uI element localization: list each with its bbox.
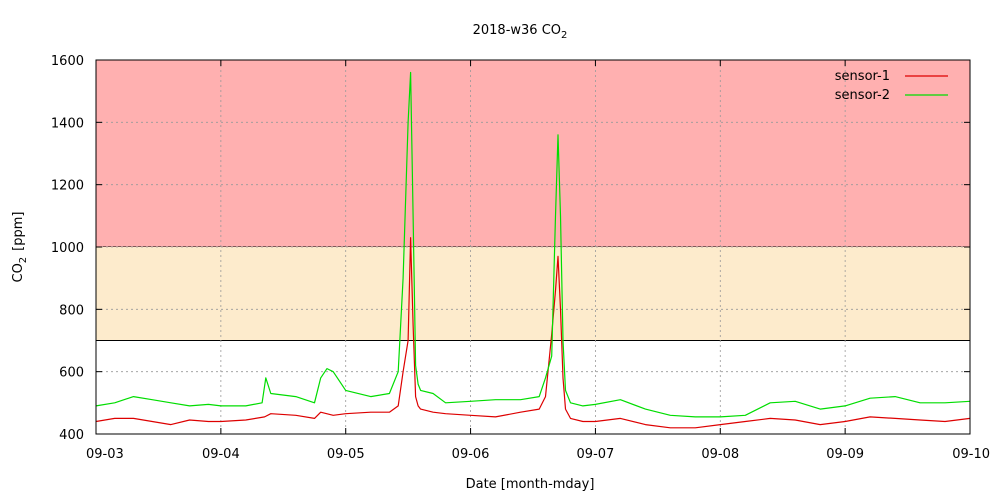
legend: sensor-1 sensor-2 xyxy=(835,69,948,103)
x-tick-label: 09-04 xyxy=(202,447,240,462)
x-tick-label: 09-08 xyxy=(701,447,739,462)
y-tick-label: 1000 xyxy=(51,241,84,256)
legend-label-sensor-1: sensor-1 xyxy=(835,69,890,84)
y-axis-label-unit: [ppm] xyxy=(11,212,26,251)
series-line-sensor-2 xyxy=(95,71,971,418)
x-tick-label: 09-06 xyxy=(452,447,490,462)
axis-ticks: 400 600 800 1000 1200 1400 1600 09-03 09-04 09-05… xyxy=(51,54,990,462)
chart-title: 2018-w36 CO2 xyxy=(473,23,568,41)
threshold-bands xyxy=(96,60,970,341)
x-tick-label: 09-07 xyxy=(577,447,615,462)
grid-lines xyxy=(96,60,970,434)
y-tick-label: 1400 xyxy=(51,116,84,131)
series-line-sensor-1 xyxy=(95,237,971,429)
chart-title-main: 2018-w36 CO xyxy=(473,23,561,38)
threshold-band-1 xyxy=(96,247,970,341)
x-tick-label: 09-03 xyxy=(86,447,124,462)
chart-title-sub: 2 xyxy=(561,30,567,41)
y-tick-label: 1200 xyxy=(51,179,84,194)
y-tick-label: 400 xyxy=(59,428,84,443)
x-tick-label: 09-05 xyxy=(327,447,365,462)
legend-label-sensor-2: sensor-2 xyxy=(835,88,890,103)
y-tick-label: 600 xyxy=(59,366,84,381)
y-tick-label: 800 xyxy=(59,303,84,318)
series-layer xyxy=(95,71,971,429)
y-axis-label-sub: 2 xyxy=(18,257,29,263)
x-tick-label: 09-09 xyxy=(826,447,864,462)
threshold-band-0 xyxy=(96,60,970,247)
y-axis-label-main: CO xyxy=(11,263,26,282)
y-tick-label: 1600 xyxy=(51,54,84,69)
y-axis-label: CO2 [ppm] xyxy=(11,212,29,283)
x-tick-label: 09-10 xyxy=(952,447,990,462)
x-axis-label: Date [month-mday] xyxy=(466,477,595,492)
